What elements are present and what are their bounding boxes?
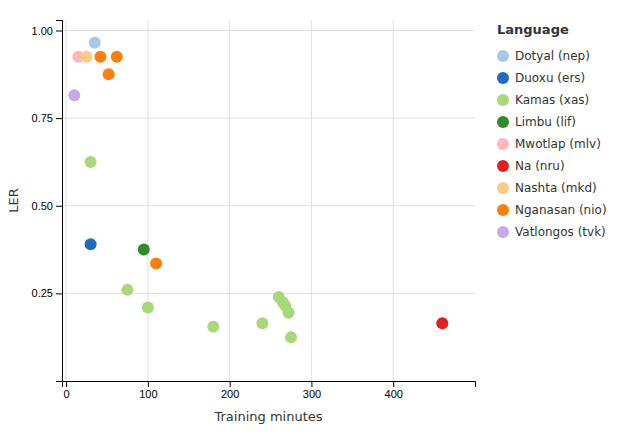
legend-marker [497, 50, 509, 62]
point [283, 307, 295, 319]
tick-label: 400 [385, 388, 403, 400]
grid-line [393, 20, 394, 381]
point [256, 317, 268, 329]
point [89, 37, 101, 49]
tick-label: 0.25 [32, 287, 53, 299]
legend-item: Vatlongos (tvk) [497, 225, 606, 239]
tick-mark [56, 293, 62, 294]
x-axis-title: Training minutes [213, 409, 322, 424]
legend: Language Dotyal (nep) Duoxu (ers) Kamas (xa… [497, 22, 607, 239]
series [85, 238, 97, 250]
legend-item: Nashta (mkd) [497, 181, 597, 195]
legend-label: Na (nru) [515, 159, 565, 173]
legend-item: Limbu (lif) [497, 115, 576, 129]
series [436, 317, 448, 329]
tick-mark [230, 381, 231, 387]
legend-marker [497, 116, 509, 128]
point [81, 51, 93, 63]
point [138, 244, 150, 256]
legend-marker [497, 94, 509, 106]
x-axis: 0 100 200 300 400 [63, 381, 476, 400]
legend-item: Nganasan (nio) [497, 203, 607, 217]
tick: 0.50 [32, 200, 62, 212]
legend-marker [497, 138, 509, 150]
grid [62, 20, 475, 381]
legend-item: Na (nru) [497, 159, 565, 173]
grid-line [147, 20, 148, 381]
legend-item: Dotyal (nep) [497, 49, 590, 63]
tick-mark [311, 381, 312, 387]
legend-marker [497, 182, 509, 194]
legend-label: Limbu (lif) [515, 115, 576, 129]
point [436, 317, 448, 329]
tick: 0.25 [32, 287, 62, 299]
grid-line [229, 20, 230, 381]
point [103, 68, 115, 80]
point [85, 156, 97, 168]
tick-mark [393, 381, 394, 387]
legend-label: Nashta (mkd) [515, 181, 597, 195]
grid-line [66, 20, 67, 381]
tick-mark [148, 381, 149, 387]
point [68, 89, 80, 101]
series [94, 51, 162, 270]
axis-line [56, 21, 63, 382]
axis-line [63, 382, 476, 388]
tick: 300 [303, 381, 321, 400]
point [207, 321, 219, 333]
point [85, 238, 97, 250]
legend-label: Nganasan (nio) [515, 203, 607, 217]
grid-line [62, 118, 475, 119]
legend-item: Duoxu (ers) [497, 71, 585, 85]
points [68, 37, 448, 343]
point [94, 51, 106, 63]
tick-label: 200 [221, 388, 239, 400]
series [81, 51, 93, 63]
legend-marker [497, 160, 509, 172]
tick-label: 300 [303, 388, 321, 400]
grid-line [62, 30, 475, 31]
tick-label: 0.75 [32, 112, 53, 124]
legend-label: Kamas (xas) [515, 93, 589, 107]
legend-label: Vatlongos (tvk) [515, 225, 606, 239]
tick-mark [56, 206, 62, 207]
series [138, 244, 150, 256]
tick-mark [56, 31, 62, 32]
grid-line [62, 205, 475, 206]
point [285, 331, 297, 343]
point [121, 284, 133, 296]
tick: 0 [64, 381, 70, 400]
series [68, 89, 80, 101]
tick: 0.75 [32, 112, 62, 124]
legend-label: Dotyal (nep) [515, 49, 590, 63]
tick-label: 0 [64, 388, 70, 400]
legend-item: Kamas (xas) [497, 93, 589, 107]
tick: 1.00 [32, 25, 62, 37]
tick-label: 100 [139, 388, 157, 400]
legend-marker [497, 204, 509, 216]
y-axis: 0.25 0.50 0.75 1.00 [32, 21, 63, 382]
tick: 100 [139, 381, 157, 400]
plot: 0 100 200 300 400 0.25 0.50 0.75 1.00 [32, 20, 476, 400]
y-axis-title: LER [6, 188, 21, 213]
legend-marker [497, 72, 509, 84]
legend-marker [497, 226, 509, 238]
tick-mark [66, 381, 67, 387]
point [142, 301, 154, 313]
series [89, 37, 101, 49]
tick-label: 0.50 [32, 200, 53, 212]
legend-label: Duoxu (ers) [515, 71, 585, 85]
legend-item: Mwotlap (mlv) [497, 137, 601, 151]
tick-label: 1.00 [32, 25, 53, 37]
tick-mark [56, 118, 62, 119]
tick: 400 [385, 381, 403, 400]
legend-label: Mwotlap (mlv) [515, 137, 601, 151]
chart: 0 100 200 300 400 0.25 0.50 0.75 1.00 Training mi… [0, 0, 640, 433]
point [111, 51, 123, 63]
point [150, 258, 162, 270]
series [85, 156, 297, 343]
tick: 200 [221, 381, 239, 400]
grid-line [311, 20, 312, 381]
legend-title: Language [497, 22, 569, 37]
